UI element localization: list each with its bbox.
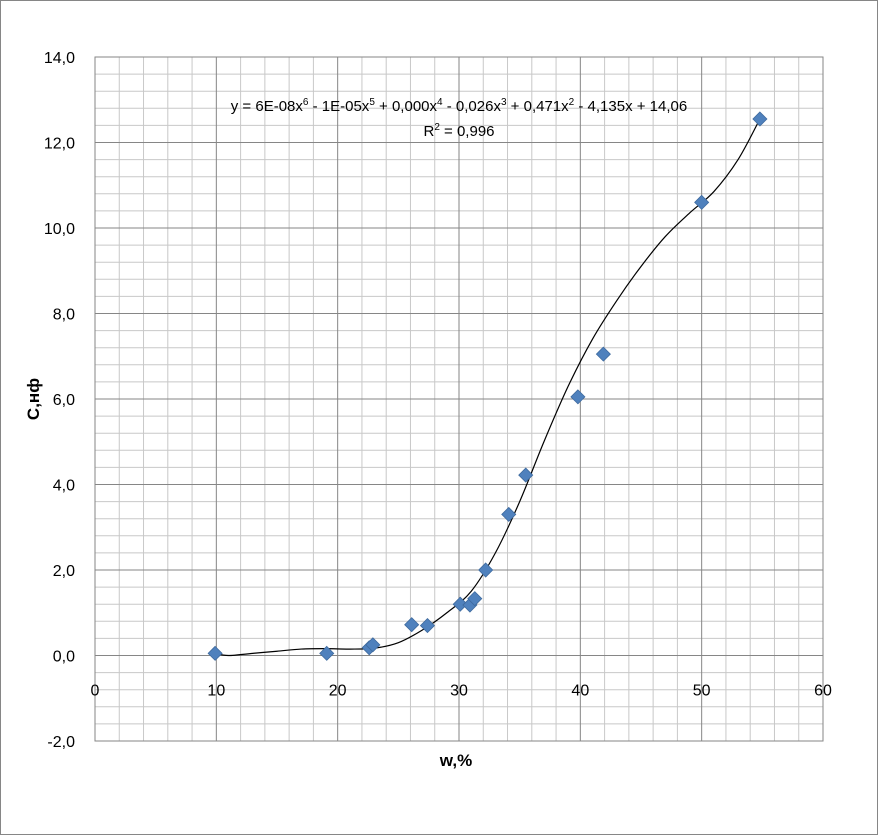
data-point-marker — [752, 111, 768, 127]
x-tick-label: 0 — [91, 683, 100, 700]
y-tick-label: 8,0 — [53, 307, 75, 324]
x-tick-label: 60 — [814, 683, 832, 700]
x-tick-label: 20 — [329, 683, 347, 700]
data-point-marker — [518, 467, 534, 483]
data-point-marker — [452, 596, 468, 612]
data-point-marker — [404, 617, 420, 633]
y-tick-label: 12,0 — [44, 136, 75, 153]
r2-value: = 0,996 — [440, 123, 495, 140]
data-point-marker — [319, 645, 335, 661]
x-tick-label: 10 — [207, 683, 225, 700]
y-tick-label: 4,0 — [53, 478, 75, 495]
data-point-marker — [467, 591, 483, 607]
data-point-marker — [207, 645, 223, 661]
y-axis-tick-labels: -2,0 0,0 2,0 4,0 6,0 8,0 10,0 12,0 14,0 — [44, 50, 75, 751]
eq-exponent: 5 — [369, 97, 375, 108]
eq-exponent: 2 — [569, 97, 575, 108]
r-squared-label: R2 = 0,996 — [423, 122, 494, 140]
data-point-marker — [478, 562, 494, 578]
x-axis-title: w,% — [439, 751, 472, 770]
plot-border — [94, 56, 824, 742]
eq-part: + 0,000x — [375, 98, 438, 115]
data-point-marker — [694, 194, 710, 210]
eq-part: - 1E-05x — [308, 98, 369, 115]
trendline-equation: y = 6E-08x6 - 1E-05x5 + 0,000x4 - 0,026x… — [231, 97, 687, 115]
data-points — [207, 111, 768, 661]
data-point-marker — [501, 506, 517, 522]
eq-part: + 0,471x — [507, 98, 570, 115]
y-tick-label: 2,0 — [53, 563, 75, 580]
x-axis-tick-labels: 0 10 20 30 40 50 60 — [91, 683, 832, 700]
x-tick-label: 40 — [571, 683, 589, 700]
y-tick-label: -2,0 — [47, 734, 75, 751]
y-tick-label: 14,0 — [44, 50, 75, 67]
data-point-marker — [570, 389, 586, 405]
r2-letter: R — [423, 123, 434, 140]
eq-exponent: 3 — [501, 97, 507, 108]
x-tick-label: 30 — [450, 683, 468, 700]
y-tick-label: 10,0 — [44, 221, 75, 238]
eq-part: - 4,135x + 14,06 — [574, 98, 687, 115]
eq-exponent: 4 — [437, 97, 443, 108]
r2-exponent: 2 — [434, 122, 440, 133]
eq-part: - 0,026x — [443, 98, 502, 115]
y-tick-label: 6,0 — [53, 392, 75, 409]
data-point-marker — [419, 618, 436, 634]
data-point-marker — [365, 637, 381, 653]
data-point-marker — [595, 346, 611, 362]
y-tick-label: 0,0 — [53, 649, 75, 666]
y-axis-title: С,нф — [24, 378, 43, 420]
eq-exponent: 6 — [303, 97, 309, 108]
x-tick-label: 50 — [693, 683, 711, 700]
eq-part: y = 6E-08x — [231, 98, 304, 115]
